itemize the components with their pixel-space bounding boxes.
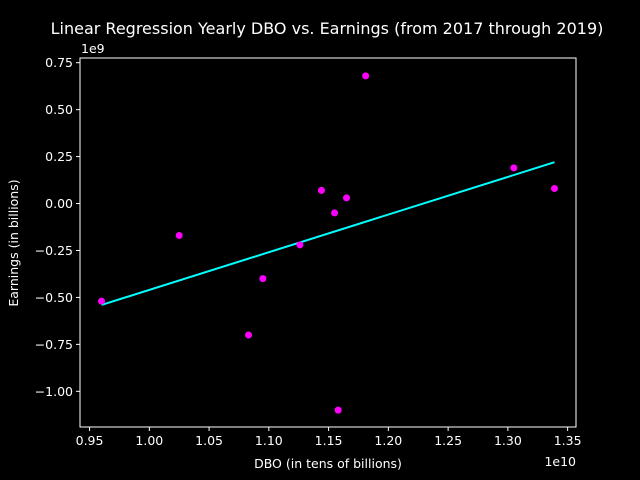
chart-title: Linear Regression Yearly DBO vs. Earning… <box>51 19 604 38</box>
y-tick-label-4: −0.25 <box>35 243 73 258</box>
y-tick-label-1: −1.00 <box>35 384 73 399</box>
y-tick-label-6: 0.25 <box>45 149 73 164</box>
x-tick-label-2: 1.00 <box>135 433 163 448</box>
x-tick-label-5: 1.15 <box>315 433 343 448</box>
data-point-9 <box>343 194 351 202</box>
x-axis-label: DBO (in tens of billions) <box>254 456 402 471</box>
x-offset-label: 1e10 <box>544 454 576 469</box>
x-tick-label-4: 1.10 <box>255 433 283 448</box>
data-point-2 <box>175 231 183 239</box>
data-point-11 <box>510 164 518 172</box>
x-tick-label-7: 1.25 <box>434 433 462 448</box>
y-offset-label: 1e9 <box>81 41 105 56</box>
data-point-6 <box>317 186 325 194</box>
data-point-3 <box>245 331 253 339</box>
y-tick-label-2: −0.75 <box>35 337 73 352</box>
x-tick-label-9: 1.35 <box>554 433 582 448</box>
x-tick-label-6: 1.20 <box>374 433 402 448</box>
data-point-12 <box>550 185 558 193</box>
data-point-1 <box>98 297 106 305</box>
data-point-4 <box>259 275 267 283</box>
x-tick-label-1: 0.95 <box>76 433 104 448</box>
y-axis-label: Earnings (in billions) <box>6 179 21 306</box>
y-tick-label-7: 0.50 <box>45 102 73 117</box>
data-point-5 <box>296 241 304 249</box>
data-point-7 <box>331 209 339 217</box>
y-tick-label-3: −0.50 <box>35 290 73 305</box>
x-tick-label-3: 1.05 <box>195 433 223 448</box>
y-tick-label-8: 0.75 <box>45 55 73 70</box>
plot-frame <box>79 57 577 428</box>
data-point-10 <box>362 72 370 80</box>
x-tick-label-8: 1.30 <box>494 433 522 448</box>
y-tick-label-5: 0.00 <box>45 196 73 211</box>
regression-line <box>101 161 555 306</box>
plot-area: 0.95 1.00 1.05 1.10 1.15 1.20 1.25 1.30 1.35 −1.0… <box>35 55 582 448</box>
data-point-8 <box>334 406 342 414</box>
